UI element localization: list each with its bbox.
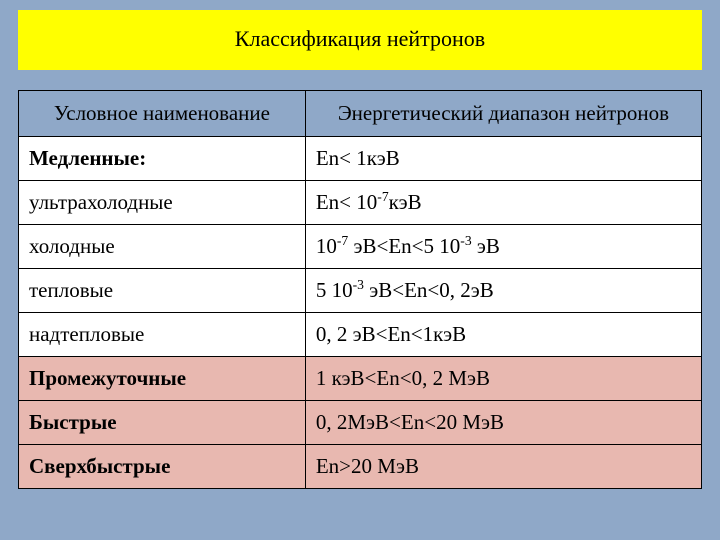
cell-range: En< 10-7кэВ — [305, 181, 701, 225]
neutron-table: Условное наименование Энергетический диа… — [18, 90, 702, 489]
superscript: -7 — [337, 233, 348, 248]
table-body: Медленные:En< 1кэВультрахолодныеEn< 10-7… — [19, 137, 702, 489]
header-col-range: Энергетический диапазон нейтронов — [305, 91, 701, 137]
cell-range: 10-7 эВ<En<5 10-3 эВ — [305, 225, 701, 269]
superscript: -3 — [353, 277, 364, 292]
cell-range: En>20 МэВ — [305, 445, 701, 489]
table-row: ультрахолодныеEn< 10-7кэВ — [19, 181, 702, 225]
table-row: тепловые5 10-3 эВ<En<0, 2эВ — [19, 269, 702, 313]
cell-name: ультрахолодные — [19, 181, 306, 225]
cell-range: 0, 2МэВ<En<20 МэВ — [305, 401, 701, 445]
header-col-name: Условное наименование — [19, 91, 306, 137]
superscript: -7 — [377, 189, 388, 204]
table-row: Быстрые0, 2МэВ<En<20 МэВ — [19, 401, 702, 445]
cell-name: Медленные: — [19, 137, 306, 181]
cell-name: надтепловые — [19, 313, 306, 357]
cell-range: 0, 2 эВ<En<1кэВ — [305, 313, 701, 357]
page-title: Классификация нейтронов — [18, 10, 702, 70]
cell-name: Сверхбыстрые — [19, 445, 306, 489]
cell-range: 5 10-3 эВ<En<0, 2эВ — [305, 269, 701, 313]
superscript: -3 — [460, 233, 471, 248]
table-row: Медленные:En< 1кэВ — [19, 137, 702, 181]
table-row: надтепловые0, 2 эВ<En<1кэВ — [19, 313, 702, 357]
cell-name: Быстрые — [19, 401, 306, 445]
cell-name: Промежуточные — [19, 357, 306, 401]
table-row: холодные10-7 эВ<En<5 10-3 эВ — [19, 225, 702, 269]
cell-range: 1 кэВ<En<0, 2 МэВ — [305, 357, 701, 401]
table-row: Промежуточные1 кэВ<En<0, 2 МэВ — [19, 357, 702, 401]
cell-range: En< 1кэВ — [305, 137, 701, 181]
cell-name: тепловые — [19, 269, 306, 313]
table-row: СверхбыстрыеEn>20 МэВ — [19, 445, 702, 489]
cell-name: холодные — [19, 225, 306, 269]
table-header-row: Условное наименование Энергетический диа… — [19, 91, 702, 137]
